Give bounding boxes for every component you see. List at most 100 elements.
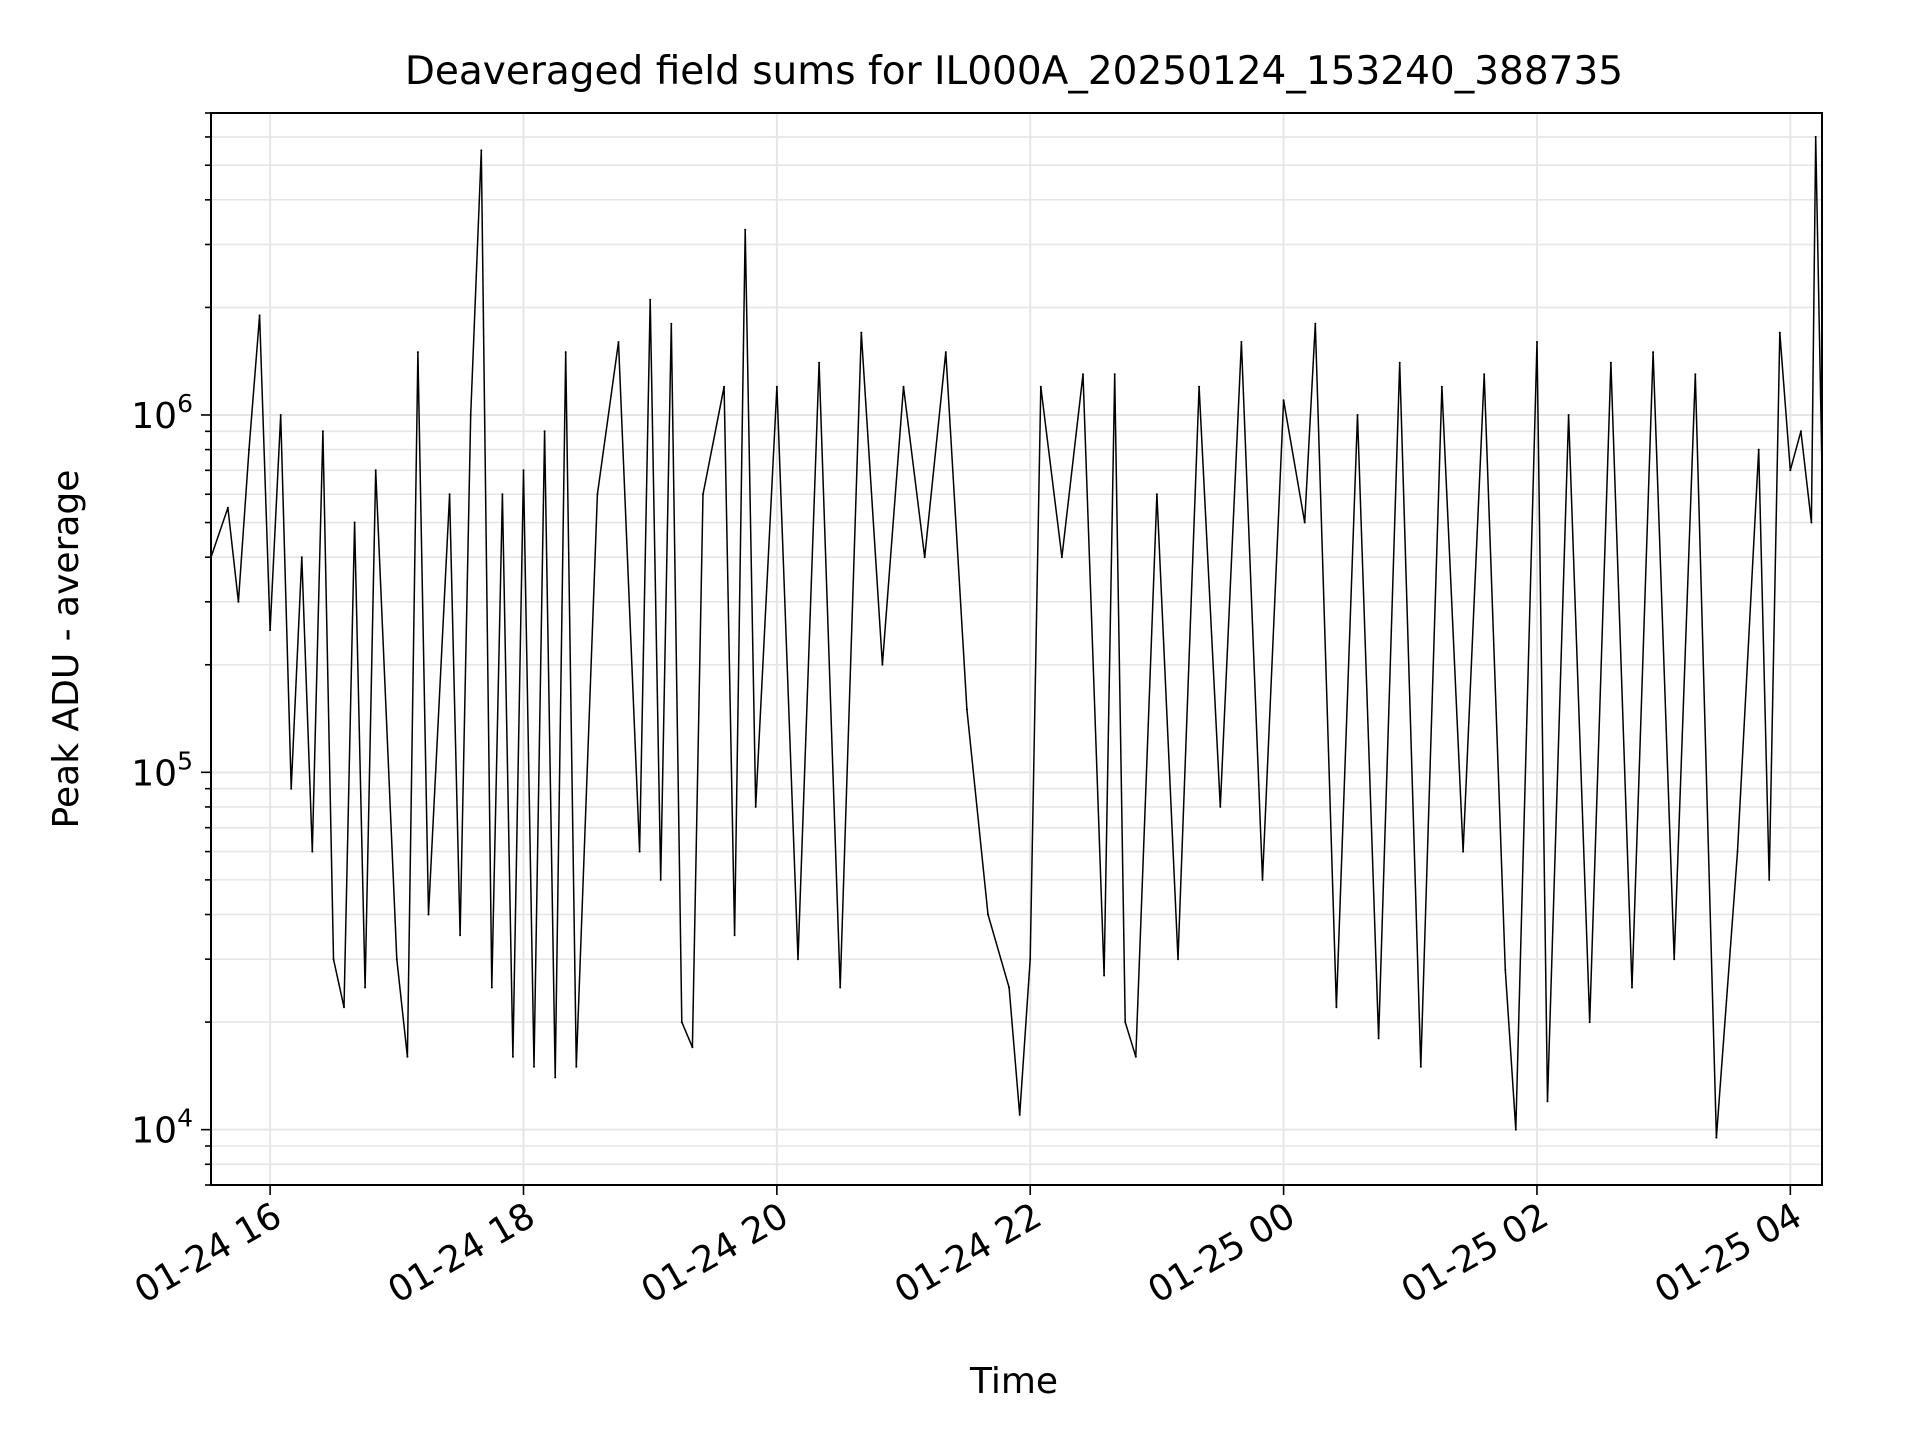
data-point [374, 469, 377, 472]
data-point [1789, 469, 1792, 472]
data-point [1314, 322, 1317, 325]
data-point [300, 556, 303, 559]
x-axis: 01-24 16 01-24 18 01-24 20 01-24 22 01-25 00… [128, 1185, 1809, 1312]
data-point [1757, 448, 1760, 451]
data-point [1567, 414, 1570, 416]
data-point [343, 1006, 345, 1009]
data-point [839, 986, 842, 989]
data-point [501, 493, 504, 496]
data-point [902, 385, 905, 388]
x-tick-label: 01-24 16 [128, 1195, 289, 1311]
data-point [364, 986, 367, 989]
data-point [1673, 958, 1676, 961]
data-point [321, 430, 324, 433]
x-axis-label: Time [969, 1361, 1058, 1402]
data-point [1768, 878, 1771, 881]
data-point [649, 298, 652, 301]
data-point [575, 1065, 578, 1068]
data-point [353, 521, 356, 524]
data-point [406, 1055, 409, 1058]
data-point [1398, 361, 1401, 364]
data-point [617, 341, 620, 343]
data-point [659, 878, 662, 881]
y-tick-label: 104 [131, 1104, 193, 1152]
data-point [448, 493, 451, 496]
data-point [818, 361, 821, 364]
x-tick-label: 01-25 00 [1141, 1195, 1302, 1311]
data-point [1778, 331, 1781, 334]
y-tick-label: 106 [131, 389, 193, 437]
data-point [1060, 556, 1063, 559]
data-point [237, 600, 240, 603]
data-point [490, 986, 493, 989]
data-point [311, 850, 314, 853]
data-point [1504, 968, 1507, 971]
data-point [269, 629, 272, 632]
data-point [469, 414, 472, 416]
data-point [1155, 493, 1158, 496]
data-point [987, 913, 989, 916]
data-point [427, 913, 430, 916]
data-point [680, 1021, 683, 1024]
data-point [1018, 1113, 1021, 1116]
data-point [1282, 399, 1285, 402]
data-point [332, 958, 335, 961]
data-point [638, 850, 641, 853]
data-point [923, 556, 926, 559]
data-point [416, 351, 419, 354]
data-point [1814, 135, 1817, 138]
data-point [1356, 414, 1359, 416]
data-point [543, 430, 546, 433]
data-point [797, 958, 799, 961]
data-point [1177, 958, 1179, 961]
x-tick-label: 01-24 22 [888, 1195, 1049, 1311]
data-point [723, 385, 726, 388]
data-point [1799, 430, 1802, 433]
data-point [1039, 385, 1042, 388]
data-point [881, 663, 884, 666]
data-point [459, 934, 462, 937]
data-point [1219, 805, 1222, 808]
data-point [1134, 1055, 1137, 1058]
data-point [944, 351, 947, 354]
x-tick-label: 01-24 18 [381, 1195, 542, 1311]
data-point [702, 493, 704, 496]
data-point [733, 934, 736, 937]
x-tick-label: 01-24 20 [635, 1195, 796, 1311]
x-tick-label: 01-25 02 [1395, 1195, 1556, 1311]
data-point [1609, 361, 1612, 364]
x-tick-label: 01-25 04 [1648, 1195, 1809, 1311]
data-point [1082, 373, 1084, 376]
data-point [279, 414, 282, 416]
data-point [1514, 1128, 1517, 1131]
grid [211, 112, 1822, 1186]
data-point [1103, 974, 1106, 977]
data-point [1261, 878, 1264, 881]
data-point [564, 351, 567, 354]
data-point [1546, 1100, 1549, 1103]
plot-frame [210, 112, 1823, 1186]
y-tick-label: 105 [131, 746, 193, 794]
data-point [1124, 1021, 1127, 1024]
data-point [511, 1055, 514, 1058]
chart-title: Deaveraged field sums for IL000A_2025012… [405, 49, 1623, 94]
series-line [210, 136, 1823, 1138]
data-point [1419, 1065, 1422, 1068]
data-point [860, 331, 863, 334]
data-point [1462, 850, 1465, 853]
data-point [1694, 373, 1697, 376]
data-point [533, 1065, 535, 1068]
data-point [1736, 850, 1739, 853]
data-point [226, 506, 229, 509]
data-point [1588, 1021, 1591, 1024]
data-point [395, 958, 398, 961]
data-point [1377, 1037, 1380, 1040]
data-point [1335, 1006, 1338, 1009]
data-point [522, 469, 525, 472]
data-point [691, 1046, 694, 1049]
data-point [1240, 341, 1243, 343]
data-point [1631, 986, 1633, 989]
data-point [670, 322, 673, 325]
data-point [1440, 385, 1443, 388]
